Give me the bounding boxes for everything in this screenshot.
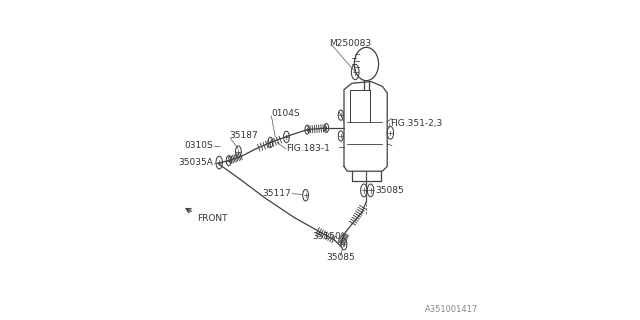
Text: 0310S: 0310S	[184, 141, 212, 150]
Text: 35085: 35085	[375, 186, 404, 195]
Text: M250083: M250083	[330, 39, 372, 48]
Text: 0104S: 0104S	[271, 109, 300, 118]
Text: FIG.351-2,3: FIG.351-2,3	[390, 119, 443, 128]
Text: FRONT: FRONT	[197, 214, 227, 223]
Text: FIG.183-1: FIG.183-1	[287, 144, 330, 153]
Text: 35035A: 35035A	[178, 158, 212, 167]
Text: 35187: 35187	[229, 132, 257, 140]
Text: A351001417: A351001417	[425, 305, 479, 314]
Text: 35085: 35085	[326, 253, 355, 262]
Text: 35150: 35150	[312, 232, 340, 241]
Text: 35117: 35117	[262, 189, 291, 198]
